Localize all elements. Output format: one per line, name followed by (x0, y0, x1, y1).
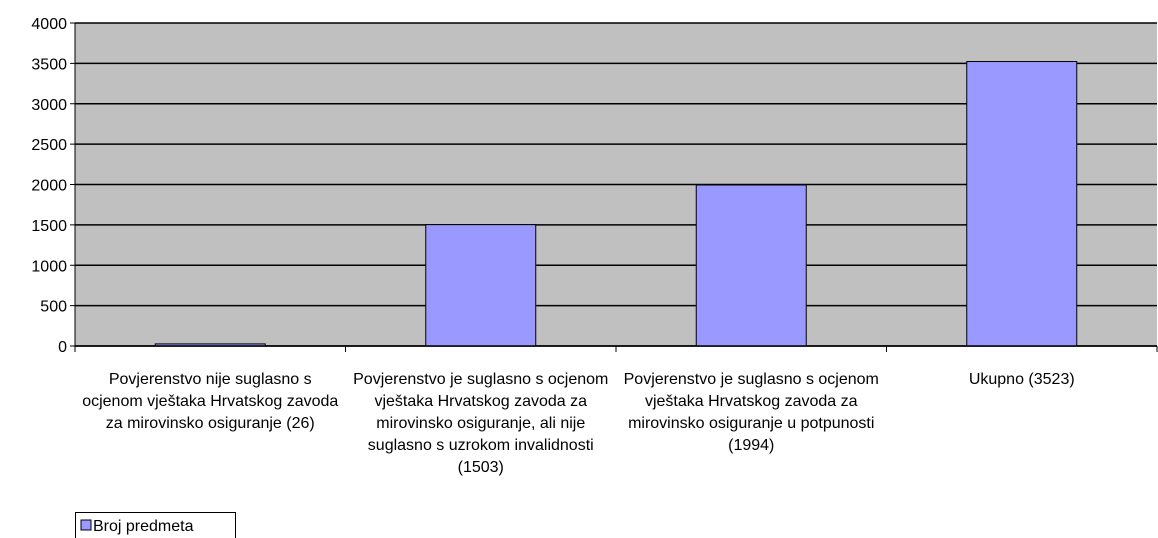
x-tick-label: Povjerenstvo nije suglasno s ocjenom vješ… (82, 371, 338, 432)
y-tick-label: 2500 (31, 137, 67, 154)
y-tick-label: 1000 (31, 258, 67, 275)
x-tick-label: Povjerenstvo je suglasno s ocjenom vješta… (624, 371, 879, 454)
y-tick-label: 3500 (31, 56, 67, 73)
x-tick-label: Povjerenstvo je suglasno s ocjenom vješta… (353, 371, 608, 476)
y-tick-label: 500 (40, 299, 67, 316)
y-tick-label: 2000 (31, 178, 67, 195)
legend-label: Broj predmeta (93, 518, 194, 535)
y-tick-label: 3000 (31, 97, 67, 114)
bar (966, 61, 1078, 347)
bar (425, 224, 537, 347)
legend-box (75, 512, 236, 538)
y-tick-label: 0 (58, 339, 67, 356)
x-tick-label: Ukupno (3523) (969, 371, 1075, 388)
y-tick-label: 1500 (31, 218, 67, 235)
legend-swatch (80, 519, 92, 531)
bar (695, 184, 807, 347)
y-tick-label: 4000 (31, 16, 67, 33)
